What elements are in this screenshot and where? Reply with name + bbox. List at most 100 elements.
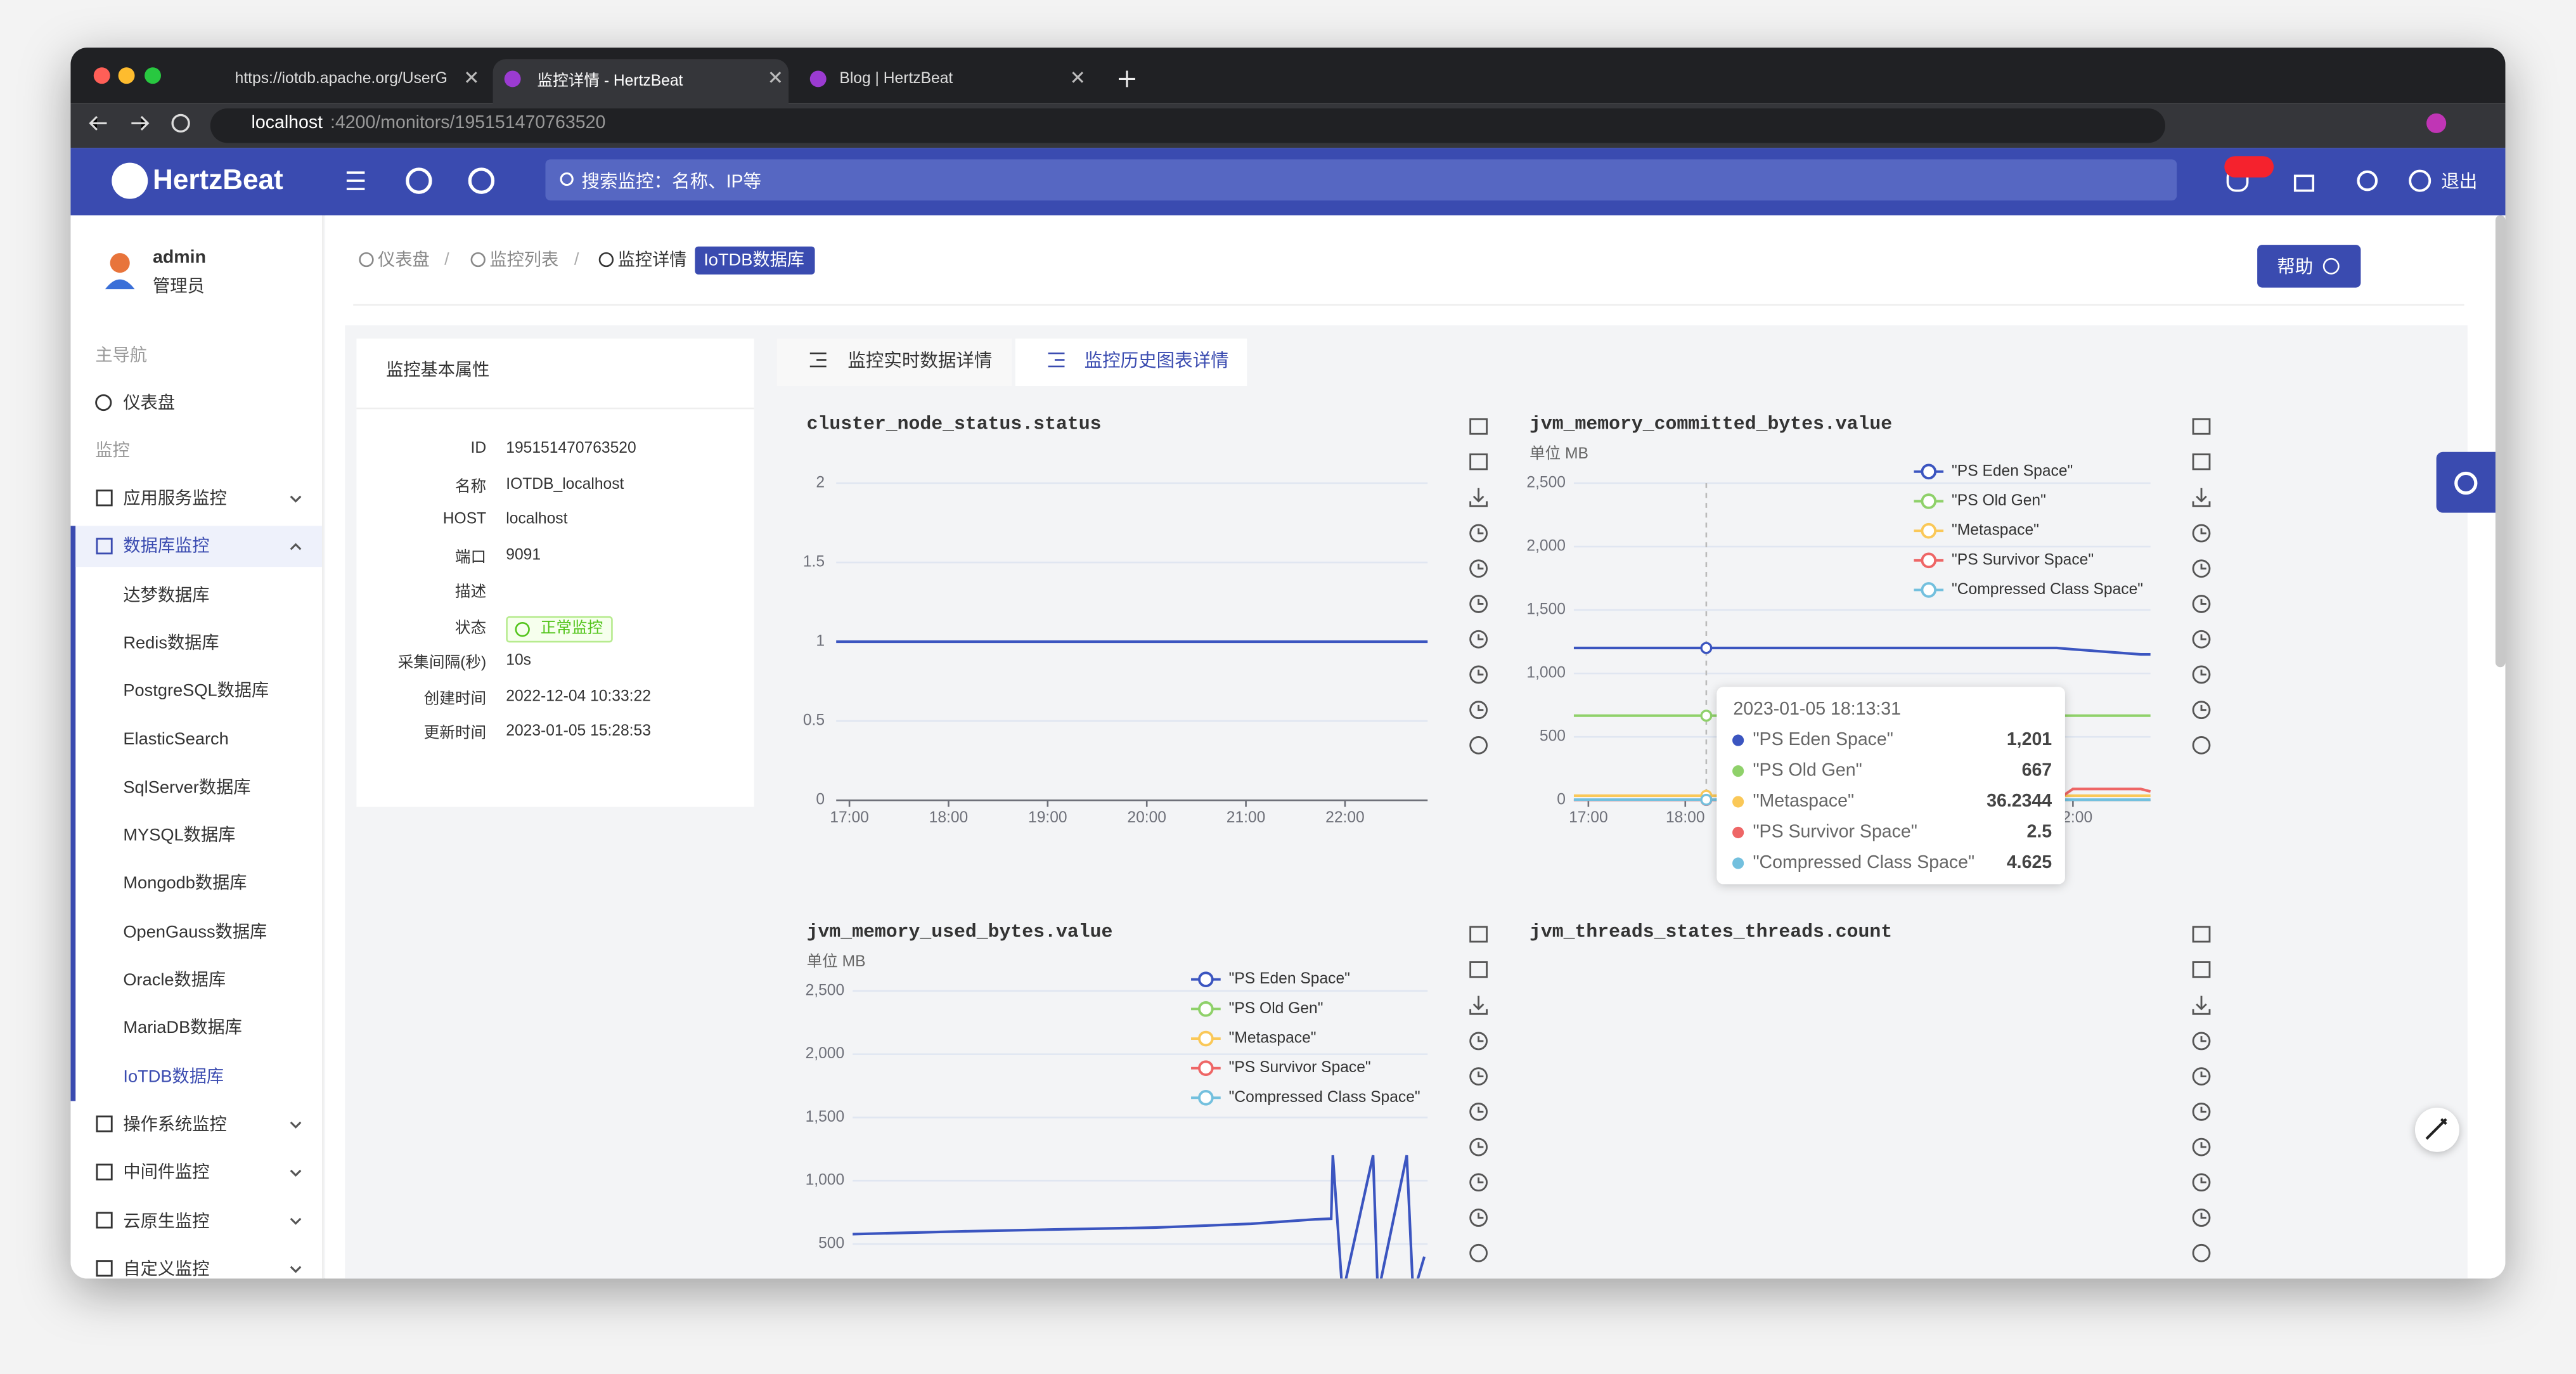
hover-point [1700, 642, 1713, 654]
logout-icon[interactable] [2409, 169, 2431, 192]
toolbox-icon [2200, 599, 2206, 605]
overlay: cluster_node_status.status 0 0.5 1 1.5 2 17:00… [89, 67, 2478, 1279]
wand-icon[interactable] [2425, 1118, 2447, 1140]
status-icon [515, 621, 530, 637]
nav-icon [96, 1212, 113, 1229]
legend-icon [1198, 971, 1214, 988]
search-placeholder[interactable]: 搜索监控：名称、IP等 [581, 172, 762, 193]
y-tick-label: 2 [816, 474, 825, 491]
help-label[interactable]: 帮助 [2277, 257, 2314, 278]
nav-icon [96, 489, 113, 507]
tooltip-name: "Metaspace" [1753, 791, 1854, 811]
min-light[interactable] [118, 67, 135, 84]
info-divider [356, 407, 754, 410]
header-divider [353, 304, 2464, 306]
tab-favicon [504, 70, 521, 87]
nav-item[interactable]: ElasticSearch [123, 729, 229, 749]
nav-group[interactable]: 操作系统监控 [123, 1115, 227, 1135]
toolbox-icon [2192, 524, 2211, 543]
toolbox-icon [1478, 634, 1484, 640]
tooltip-name: "PS Survivor Space" [1753, 822, 1917, 842]
info-value: 9091 [506, 545, 541, 564]
close-light[interactable] [93, 67, 110, 84]
nav-item[interactable]: Redis数据库 [123, 633, 219, 653]
nav-item[interactable]: IoTDB数据库 [123, 1066, 224, 1087]
breadcrumb-separator: / [574, 249, 579, 270]
chevron [290, 1169, 302, 1177]
toolbox-icon [1478, 1177, 1484, 1184]
x-tick-label: 22:00 [1325, 809, 1365, 826]
nav-item[interactable]: 达梦数据库 [123, 585, 210, 606]
toolbox-icon [2200, 1142, 2206, 1148]
tab-close-icons[interactable] [89, 70, 1135, 131]
nav-group[interactable]: 自定义监控 [123, 1259, 210, 1279]
nav-group[interactable]: 云原生监控 [123, 1211, 210, 1231]
help-button[interactable] [2257, 245, 2361, 288]
max-light[interactable] [145, 67, 161, 84]
tooltip-value: 1,201 [2007, 729, 2052, 749]
nav-item[interactable]: SqlServer数据库 [123, 777, 251, 798]
breadcrumb-item[interactable]: 监控列表 [489, 250, 559, 271]
nav-group[interactable]: 应用服务监控 [123, 489, 227, 509]
nav-item[interactable]: 仪表盘 [123, 393, 176, 413]
tab-title[interactable]: https://iotdb.apache.org/UserG [235, 70, 448, 88]
gitee-icon[interactable] [468, 167, 495, 194]
nav-item[interactable]: MYSQL数据库 [123, 826, 236, 846]
toolbox-icon [1478, 1106, 1484, 1113]
nav-item[interactable]: OpenGauss数据库 [123, 922, 267, 942]
tooltip-value: 36.2344 [1987, 791, 2052, 811]
settings-float-icon[interactable] [2454, 471, 2478, 495]
info-value: 2023-01-05 15:28:53 [506, 722, 651, 741]
tab-label[interactable]: 监控实时数据详情 [847, 351, 993, 372]
url-path[interactable]: :4200/monitors/195151470763520 [330, 113, 606, 133]
tooltip-name: "PS Old Gen" [1753, 760, 1862, 781]
toolbox-icon [1478, 1071, 1484, 1078]
tab-1[interactable] [776, 338, 1012, 387]
breadcrumb-separator: / [444, 249, 449, 270]
url-field[interactable] [210, 108, 2165, 143]
settings-float[interactable] [2436, 451, 2499, 513]
menu-icon[interactable] [346, 171, 365, 190]
breadcrumb-item[interactable]: 仪表盘 [378, 250, 430, 271]
toolbox-icon [1478, 599, 1484, 605]
tab-2[interactable] [1015, 338, 1247, 387]
logout[interactable]: 退出 [2441, 172, 2478, 193]
toolbox-icon [1469, 995, 1488, 1015]
legend-label: "PS Eden Space" [1229, 970, 1350, 987]
active-tab[interactable] [493, 59, 789, 105]
tab-title[interactable]: Blog | HertzBeat [839, 70, 953, 88]
logo-icon [112, 162, 148, 199]
github-icon[interactable] [406, 167, 432, 194]
nav-item[interactable]: PostgreSQL数据库 [123, 681, 269, 701]
settings-icon[interactable] [2357, 170, 2378, 191]
toolbox-icon [1469, 961, 1488, 978]
y-tick-label: 1,500 [806, 1108, 845, 1125]
search-box[interactable] [545, 159, 2177, 201]
toolbox-icon [1478, 1212, 1484, 1219]
x-tick-label: 18:00 [1666, 809, 1705, 826]
toolbox-icon [1469, 926, 1488, 943]
nav-item[interactable]: Mongodb数据库 [123, 874, 247, 894]
y-tick-label: 500 [1540, 728, 1566, 745]
lock-icon[interactable] [2293, 174, 2315, 192]
tooltip-dot [1732, 796, 1744, 808]
profile-icon[interactable] [2426, 113, 2447, 133]
tooltip-name: "Compressed Class Space" [1753, 852, 1974, 872]
tab-label[interactable]: 监控历史图表详情 [1084, 351, 1229, 372]
nav-group[interactable]: 中间件监控 [123, 1163, 210, 1183]
x-tick-label: 21:00 [1227, 809, 1266, 826]
tab-title[interactable]: 监控详情 - HertzBeat [537, 72, 683, 91]
chevron [290, 1266, 302, 1273]
nav-group[interactable]: 数据库监控 [123, 536, 210, 557]
tab-favicon [809, 70, 827, 87]
nav-item[interactable]: Oracle数据库 [123, 970, 226, 990]
toolbox-icon [2192, 961, 2211, 978]
nav-item[interactable]: MariaDB数据库 [123, 1018, 242, 1039]
info-label: HOST [442, 510, 487, 529]
logo[interactable]: HertzBeat [153, 164, 283, 196]
chevron [290, 495, 302, 503]
reload-icon[interactable] [171, 113, 190, 133]
url-host[interactable]: localhost [251, 113, 323, 133]
